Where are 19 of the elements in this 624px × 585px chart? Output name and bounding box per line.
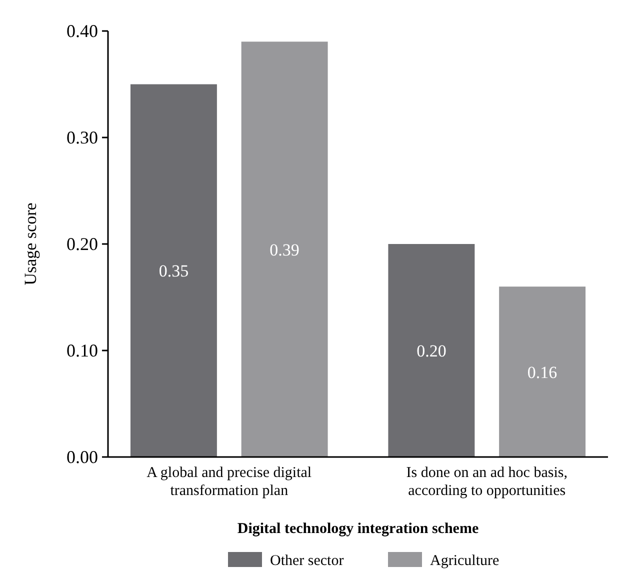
x-axis-title: Digital technology integration scheme bbox=[237, 521, 479, 537]
data-label: 0.39 bbox=[270, 240, 300, 260]
bar bbox=[241, 42, 328, 457]
text: 0.20 bbox=[66, 234, 98, 254]
text: 0.00 bbox=[66, 447, 98, 467]
legend-label: Agriculture bbox=[430, 553, 500, 569]
data-label: 0.20 bbox=[416, 342, 446, 360]
text: 0.40 bbox=[66, 21, 98, 41]
x-tick-label: A global and precise digital transformation plan bbox=[146, 465, 312, 499]
x-tick-label: Is done on an ad hoc basis, according to opportunities bbox=[406, 465, 568, 499]
bar bbox=[499, 286, 586, 457]
bar bbox=[388, 244, 475, 457]
data-label: 0.16 bbox=[527, 362, 558, 382]
data-label: 0.35 bbox=[158, 262, 189, 281]
text: 0.30 bbox=[66, 128, 98, 148]
text: 0.10 bbox=[66, 340, 98, 360]
y-axis-title: Usage score bbox=[21, 202, 40, 286]
legend-label: Other sector bbox=[270, 553, 344, 569]
bar bbox=[130, 84, 217, 457]
